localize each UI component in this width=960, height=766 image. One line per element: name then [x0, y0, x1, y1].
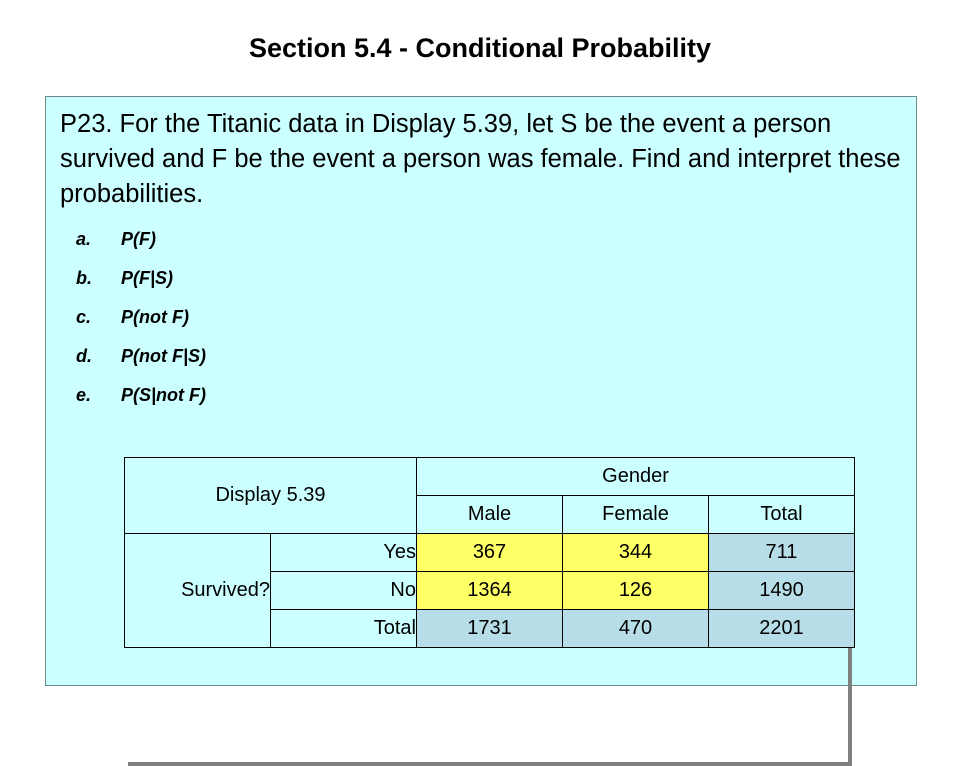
table-row: Total 1731 470 2201 [125, 609, 855, 648]
table-cell: 367 [416, 533, 563, 572]
question-text: P(S|not F) [121, 385, 207, 405]
table-cell: 2201 [708, 609, 855, 648]
question-letter: b. [76, 268, 92, 288]
table-cell: 1731 [416, 609, 563, 648]
table-cell: 1490 [708, 571, 855, 610]
question-letter: d. [76, 346, 92, 366]
question-letter: c. [76, 307, 92, 327]
question-text: P(not F) [121, 307, 189, 327]
question-item-c: c. P(not F) [76, 305, 206, 344]
problem-box: P23. For the Titanic data in Display 5.3… [45, 96, 917, 766]
table-header-row: Display 5.39 Gender [124, 457, 855, 534]
question-item-d: d. P(not F|S) [76, 344, 206, 383]
column-header-female: Female [562, 495, 709, 534]
row-label-no: No [270, 571, 417, 610]
table-shadow-bottom [128, 762, 852, 766]
table-row: No 1364 126 1490 [125, 571, 855, 610]
table-subheader-row: Male Female Total [125, 495, 855, 534]
table-cell: 1364 [416, 571, 563, 610]
row-label-yes: Yes [270, 533, 417, 572]
question-item-b: b. P(F|S) [76, 266, 206, 305]
slide-title: Section 5.4 - Conditional Probability [248, 33, 712, 63]
question-text: P(not F|S) [121, 346, 207, 366]
question-text: P(F|S) [121, 268, 174, 288]
problem-text: P23. For the Titanic data in Display 5.3… [60, 110, 901, 208]
table-cell: 711 [708, 533, 855, 572]
table-row: Survived? Yes 367 344 711 [124, 533, 855, 648]
question-letter: e. [76, 385, 92, 405]
titanic-table: Display 5.39 Gender Male Female Total Su… [124, 457, 855, 648]
table-cell: 470 [562, 609, 709, 648]
question-item-e: e. P(S|not F) [76, 383, 206, 422]
table-cell: 126 [562, 571, 709, 610]
column-header-total: Total [708, 495, 855, 534]
column-header-male: Male [416, 495, 563, 534]
question-item-a: a. P(F) [76, 227, 206, 266]
gender-header-cell: Gender [416, 457, 855, 496]
table-cell: 344 [562, 533, 709, 572]
question-text: P(F) [121, 229, 156, 249]
question-letter: a. [76, 229, 92, 249]
survived-row-header: Survived? [124, 533, 271, 648]
question-list: a. P(F) b. P(F|S) c. P(not F) d. P(not F|S) … [76, 227, 206, 422]
table-caption-cell: Display 5.39 [124, 457, 417, 534]
row-label-total: Total [270, 609, 417, 648]
